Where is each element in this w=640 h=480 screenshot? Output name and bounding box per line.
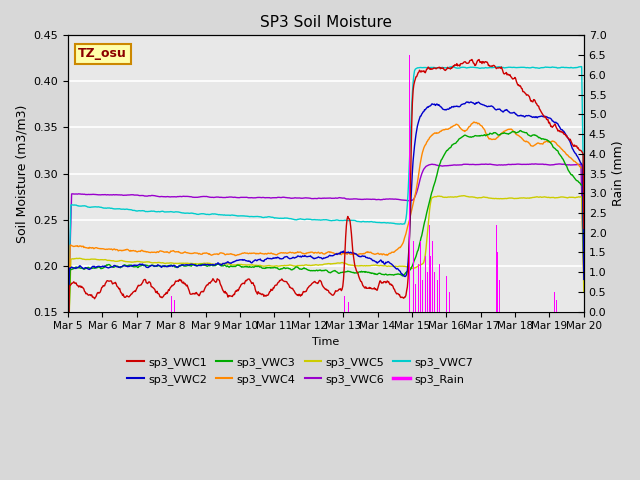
Bar bbox=[554, 292, 555, 312]
Bar bbox=[432, 240, 433, 312]
Bar bbox=[415, 284, 416, 312]
Bar bbox=[449, 292, 450, 312]
Bar bbox=[496, 225, 497, 312]
Bar bbox=[344, 296, 345, 312]
Y-axis label: Soil Moisture (m3/m3): Soil Moisture (m3/m3) bbox=[15, 104, 28, 243]
Text: TZ_osu: TZ_osu bbox=[78, 48, 127, 60]
Bar bbox=[437, 280, 438, 312]
Bar bbox=[425, 256, 426, 312]
Legend: sp3_VWC1, sp3_VWC2, sp3_VWC3, sp3_VWC4, sp3_VWC5, sp3_VWC6, sp3_VWC7, sp3_Rain: sp3_VWC1, sp3_VWC2, sp3_VWC3, sp3_VWC4, … bbox=[122, 353, 478, 389]
Bar bbox=[430, 256, 431, 312]
Bar bbox=[174, 300, 175, 312]
Bar bbox=[171, 296, 172, 312]
Bar bbox=[499, 280, 500, 312]
Bar bbox=[497, 252, 499, 312]
Bar bbox=[409, 55, 410, 312]
Bar bbox=[556, 300, 557, 312]
X-axis label: Time: Time bbox=[312, 337, 340, 347]
Bar bbox=[348, 302, 349, 312]
Title: SP3 Soil Moisture: SP3 Soil Moisture bbox=[260, 15, 392, 30]
Bar bbox=[420, 240, 421, 312]
Bar bbox=[427, 272, 428, 312]
Bar bbox=[447, 288, 449, 312]
Y-axis label: Rain (mm): Rain (mm) bbox=[612, 141, 625, 206]
Bar bbox=[446, 276, 447, 312]
Bar bbox=[434, 272, 435, 312]
Bar bbox=[413, 240, 414, 312]
Bar bbox=[439, 264, 440, 312]
